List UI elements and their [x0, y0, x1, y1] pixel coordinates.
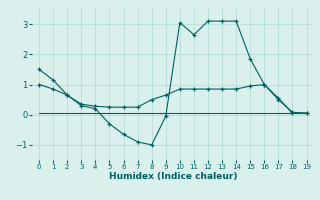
X-axis label: Humidex (Indice chaleur): Humidex (Indice chaleur)	[108, 172, 237, 181]
